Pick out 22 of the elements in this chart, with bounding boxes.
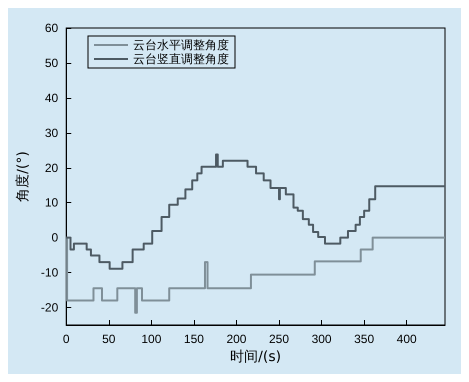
y-tick-label: -20 [40, 300, 59, 315]
y-tick-label: 10 [44, 196, 59, 210]
x-tick-label: 100 [141, 332, 162, 346]
y-tick-label: 50 [44, 56, 59, 70]
x-axis-title: 时间/(s) [230, 348, 282, 365]
x-tick-label: 350 [354, 332, 374, 346]
y-tick-label: 60 [44, 21, 59, 35]
y-tick-label: 40 [44, 90, 59, 105]
legend-label: 云台水平调整角度 [133, 38, 229, 52]
y-tick-label: 30 [44, 126, 59, 140]
y-tick-label: 0 [52, 230, 59, 245]
x-tick-label: 300 [312, 332, 332, 346]
x-tick-label: 0 [62, 332, 70, 346]
x-tick-label: 200 [226, 332, 247, 346]
x-tick-label: 400 [396, 332, 418, 346]
y-axis-title: 角度/(°) [15, 151, 31, 202]
y-tick-label: -10 [40, 266, 59, 280]
legend-label: 云台竖直调整角度 [133, 52, 229, 66]
x-tick-label: 150 [184, 332, 204, 346]
x-tick-label: 50 [102, 332, 116, 346]
x-tick-label: 250 [269, 332, 290, 346]
y-tick-label: 20 [44, 160, 59, 175]
